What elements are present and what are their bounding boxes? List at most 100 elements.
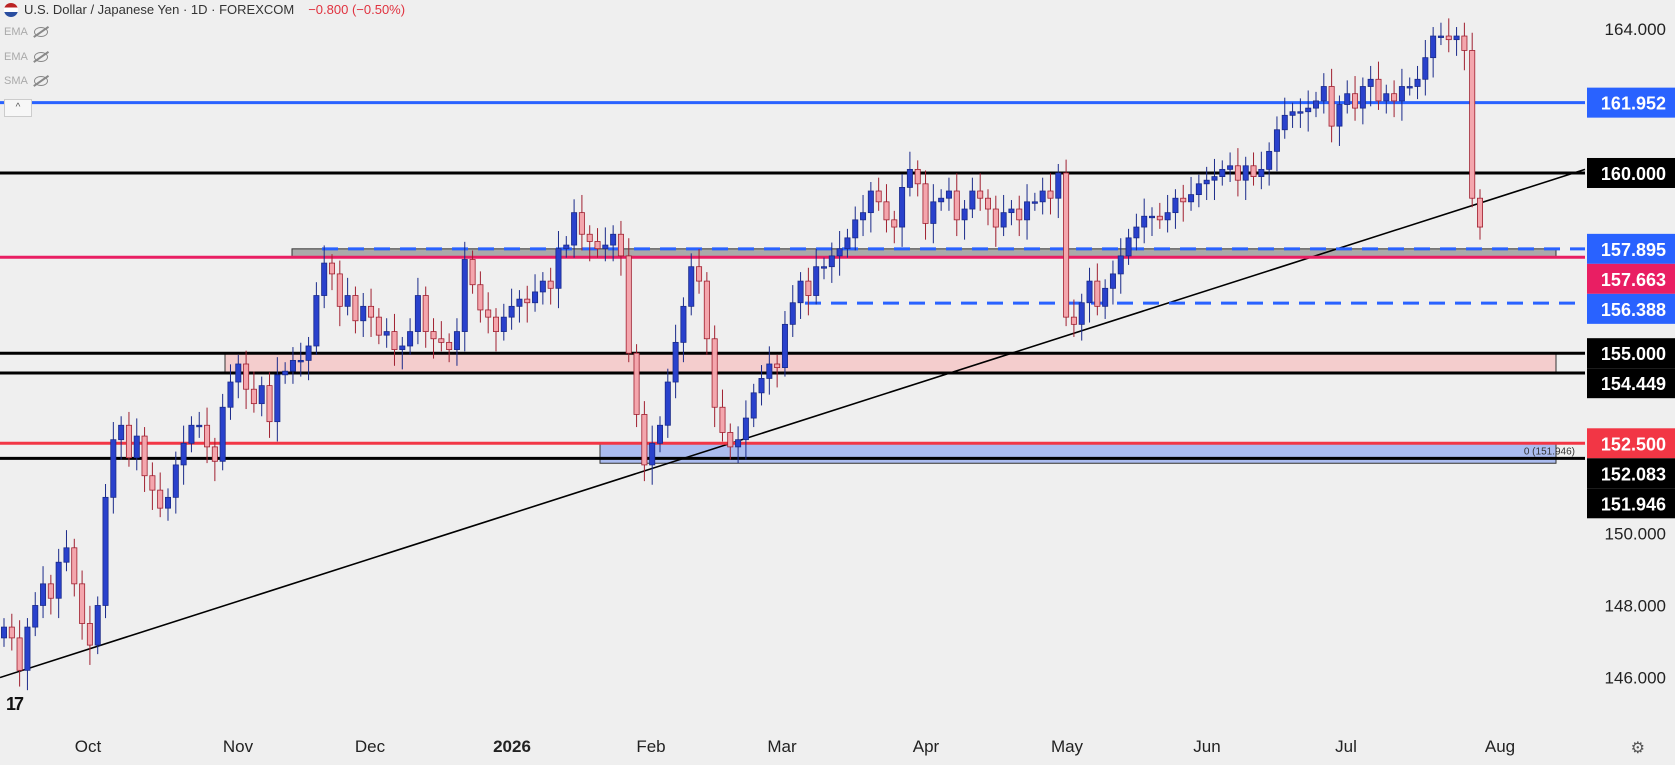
- candle-body: [1406, 86, 1413, 89]
- candle-body: [1375, 78, 1382, 102]
- candle-body: [94, 605, 101, 646]
- candle-body: [274, 374, 281, 423]
- hidden-eye-icon[interactable]: [33, 27, 48, 37]
- candle-body: [969, 190, 976, 210]
- settings-gear-icon[interactable]: ⚙: [1630, 740, 1645, 757]
- candle-body: [1305, 107, 1312, 113]
- candle-body: [368, 305, 375, 318]
- candle-body: [719, 406, 726, 433]
- indicator-ema-1[interactable]: EMA: [4, 26, 48, 38]
- candle-body: [797, 280, 804, 304]
- candle-body: [649, 442, 656, 466]
- candle-body: [1430, 35, 1437, 59]
- candle-body: [602, 244, 609, 250]
- hidden-eye-icon[interactable]: [33, 76, 48, 86]
- candle-body: [375, 316, 382, 336]
- candle-body: [1469, 50, 1476, 199]
- x-tick-label: Feb: [636, 737, 665, 756]
- candle-body: [266, 385, 273, 423]
- price-change: −0.800 (−0.50%): [308, 2, 406, 17]
- y-tick-label: 146.000: [1605, 669, 1666, 688]
- candle-body: [1297, 111, 1304, 114]
- candle-body: [422, 295, 429, 332]
- candle-body: [711, 338, 718, 408]
- price-zone: [224, 352, 1557, 374]
- candle-body: [172, 464, 179, 498]
- candle-body: [1383, 93, 1390, 102]
- candle-body: [1156, 215, 1163, 221]
- candle-body: [157, 489, 164, 509]
- candle-body: [1242, 165, 1249, 181]
- candle-body: [1141, 215, 1148, 228]
- candle-body: [305, 345, 312, 361]
- candle-body: [1352, 93, 1359, 109]
- collapse-legend-button[interactable]: ^: [4, 99, 32, 117]
- candle-body: [1117, 255, 1124, 275]
- candle-body: [563, 244, 570, 250]
- candle-body: [664, 381, 671, 426]
- price-level-box: [1587, 488, 1675, 519]
- candle-body: [977, 190, 984, 199]
- price-level-box: [1587, 338, 1675, 369]
- candle-body: [578, 212, 585, 235]
- candle-body: [313, 295, 320, 347]
- candle-body: [188, 424, 195, 444]
- candle-body: [446, 341, 453, 350]
- candle-body: [1273, 129, 1280, 152]
- candle-body: [297, 359, 304, 363]
- candle-body: [102, 496, 109, 606]
- candle-body: [883, 201, 890, 221]
- candle-body: [492, 316, 499, 332]
- indicator-ema-2[interactable]: EMA: [4, 51, 48, 63]
- candle-body: [610, 233, 617, 246]
- candle-body: [328, 262, 335, 275]
- candle-body: [63, 547, 70, 563]
- indicator-sma[interactable]: SMA: [4, 75, 48, 87]
- candle-body: [289, 359, 296, 372]
- price-level-box: [1587, 458, 1675, 489]
- candle-body: [1008, 208, 1015, 214]
- candle-body: [985, 197, 992, 210]
- price-level-label: 157.895: [1601, 240, 1666, 260]
- candle-body: [250, 388, 257, 405]
- candle-body: [836, 248, 843, 257]
- candle-body: [641, 414, 648, 466]
- candle-body: [735, 439, 742, 448]
- candle-body: [586, 233, 593, 242]
- candle-body: [235, 363, 242, 383]
- price-level-label: 161.952: [1601, 94, 1666, 114]
- candle-body: [1359, 86, 1366, 109]
- candle-body: [805, 280, 812, 296]
- candle-body: [1024, 201, 1031, 221]
- candle-body: [508, 305, 515, 318]
- candle-body: [758, 378, 765, 394]
- candle-body: [1102, 287, 1109, 307]
- candle-body: [32, 605, 39, 628]
- candle-body: [1453, 35, 1460, 41]
- candle-body: [430, 331, 437, 340]
- hidden-eye-icon[interactable]: [33, 52, 48, 62]
- candle-body: [1063, 172, 1070, 318]
- price-level-box: [1587, 293, 1675, 324]
- candle-body: [0, 626, 7, 639]
- candle-body: [516, 298, 523, 307]
- candle-body: [1414, 78, 1421, 87]
- symbol-title[interactable]: U.S. Dollar / Japanese Yen · 1D · FOREXC…: [24, 2, 295, 17]
- candle-body: [360, 305, 367, 322]
- candle-body: [461, 259, 468, 332]
- candle-body: [1133, 226, 1140, 239]
- candle-body: [961, 208, 968, 221]
- candle-body: [1445, 35, 1452, 41]
- candle-body: [344, 295, 351, 307]
- candle-body: [813, 266, 820, 296]
- candle-body: [1078, 302, 1085, 325]
- price-level-label: 156.388: [1601, 300, 1666, 320]
- candle-body: [547, 280, 554, 289]
- candle-body: [1258, 168, 1265, 177]
- price-level-box: [1587, 428, 1675, 459]
- candle-body: [1188, 194, 1195, 203]
- candle-body: [524, 298, 531, 304]
- candle-body: [774, 363, 781, 369]
- candle-body: [1109, 273, 1116, 289]
